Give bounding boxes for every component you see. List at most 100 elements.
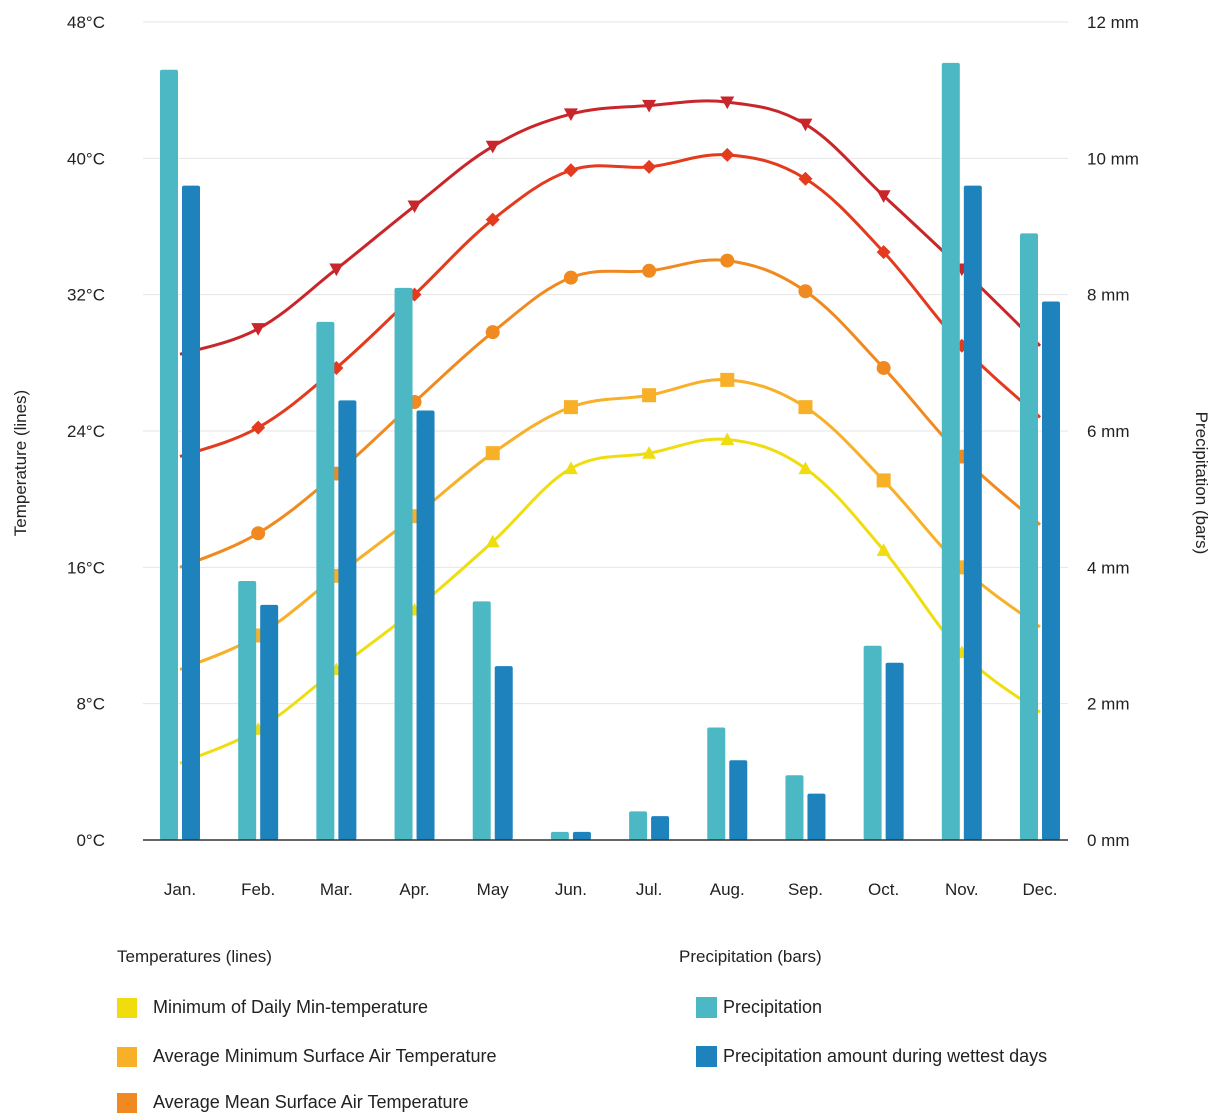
line-marker-triangle-down [876,190,891,203]
y-right-tick-label: 10 mm [1087,149,1139,168]
line-marker-square [720,372,735,387]
temperature-lines [179,96,1042,765]
precipitation-bar [238,580,257,840]
wettest-days-bar [807,793,826,840]
legend-label: Precipitation amount during wettest days [723,1046,1048,1066]
x-tick-label: Jun. [555,880,587,899]
x-tick-label: Oct. [868,880,899,899]
wettest-days-bar [494,666,513,840]
temperature-line [179,258,1041,569]
line-marker-diamond [720,147,735,162]
precipitation-bar [472,601,491,840]
wettest-days-bar [885,662,904,840]
legend-temperatures-heading: Temperatures (lines) [117,947,272,966]
y-right-tick-label: 6 mm [1087,422,1130,441]
temperature-line [179,153,1042,458]
precipitation-bar [863,645,882,840]
precipitation-bar [160,69,178,840]
line-marker-square [563,400,578,415]
x-tick-label: Nov. [945,880,979,899]
precipitation-bar [1020,233,1038,841]
y-right-tick-label: 4 mm [1087,558,1130,577]
wettest-days-bar [416,410,435,840]
line-marker-triangle [485,534,500,548]
line-marker-diamond [485,212,500,227]
legend-swatch-light-orange [117,1046,137,1067]
x-tick-label: Sep. [788,880,823,899]
legend-swatch-blue [696,1046,717,1067]
precipitation-bar [550,831,569,840]
x-tick-label: Mar. [320,880,353,899]
legend-swatch-orange [117,1092,137,1113]
line-marker-triangle [798,461,813,475]
wettest-days-bar [1042,301,1060,840]
line-marker-triangle [720,432,735,446]
x-tick-label: Aug. [710,880,745,899]
wettest-days-bar [260,604,279,840]
wettest-days-bar [572,831,591,840]
legend-item-precipitation[interactable]: Precipitation [696,997,822,1018]
y-right-tick-label: 8 mm [1087,286,1130,305]
line-marker-square [485,446,500,461]
y-left-tick-label: 48°C [67,13,105,32]
wettest-days-bar [182,185,200,841]
line-marker-square [876,473,891,488]
x-tick-label: Feb. [241,880,275,899]
wettest-days-bar [729,760,748,840]
x-tick-label: Apr. [399,880,429,899]
y-right-tick-label: 0 mm [1087,831,1130,850]
legend-label: Average Minimum Surface Air Temperature [153,1046,497,1066]
legend-label: Minimum of Daily Min-temperature [153,997,429,1017]
line-marker-diamond [251,420,266,435]
precipitation-bar [394,287,413,841]
x-tick-label: Dec. [1023,880,1058,899]
line-marker-circle [798,284,813,299]
temperature-line [179,437,1041,765]
legend-item-min-daily-min[interactable]: Minimum of Daily Min-temperature [117,997,428,1018]
line-marker-triangle-down [407,200,422,214]
precipitation-bar [316,321,335,840]
y-left-tick-label: 32°C [67,286,105,305]
line-marker-circle [563,270,578,285]
y-left-tick-label: 40°C [67,149,105,168]
y-right-tick-label: 2 mm [1087,695,1130,714]
temperature-line [179,99,1042,356]
line-marker-triangle-down [329,263,344,277]
line-marker-circle [251,526,266,541]
x-tick-label: Jul. [636,880,662,899]
x-tick-label: Jan. [164,880,196,899]
line-marker-triangle [876,543,891,556]
line-marker-diamond [563,163,578,178]
line-marker-diamond [876,245,891,260]
line-marker-square [642,388,657,403]
legend-item-wettest-days[interactable]: Precipitation amount during wettest days [696,1046,1047,1067]
line-marker-square [798,400,813,415]
line-marker-circle [876,360,891,375]
temperature-line [179,378,1041,671]
y-left-tick-label: 8°C [76,695,105,714]
legend-item-avg-min-temp[interactable]: Average Minimum Surface Air Temperature [117,1046,497,1067]
line-marker-circle [720,253,735,268]
wettest-days-bar [651,816,670,840]
legend-swatch-teal [696,997,717,1018]
line-marker-triangle-down [563,108,578,122]
precipitation-bar [941,62,960,840]
grid-lines [143,21,1068,705]
line-marker-triangle [642,446,657,459]
legend-precipitation-heading: Precipitation (bars) [679,947,822,966]
line-marker-circle [485,325,500,340]
line-marker-triangle [563,461,578,475]
y-left-axis-title: Temperature (lines) [11,390,30,536]
legend-item-avg-mean-temp[interactable]: Average Mean Surface Air Temperature [117,1092,469,1113]
line-marker-triangle-down [642,99,657,113]
y-right-axis-title: Precipitation (bars) [1192,412,1211,555]
y-left-tick-label: 24°C [67,422,105,441]
line-marker-circle [642,263,657,278]
legend-label: Average Mean Surface Air Temperature [153,1092,469,1112]
line-marker-triangle-down [251,323,266,336]
climate-chart: 0°C 8°C 16°C 24°C 32°C 40°C 48°C 0 mm 2 mm 4 mm 6 … [11,13,1211,899]
precipitation-bar [707,727,726,840]
line-marker-triangle-down [485,140,500,154]
legend-label: Precipitation [723,997,823,1017]
wettest-days-bar [338,400,357,840]
